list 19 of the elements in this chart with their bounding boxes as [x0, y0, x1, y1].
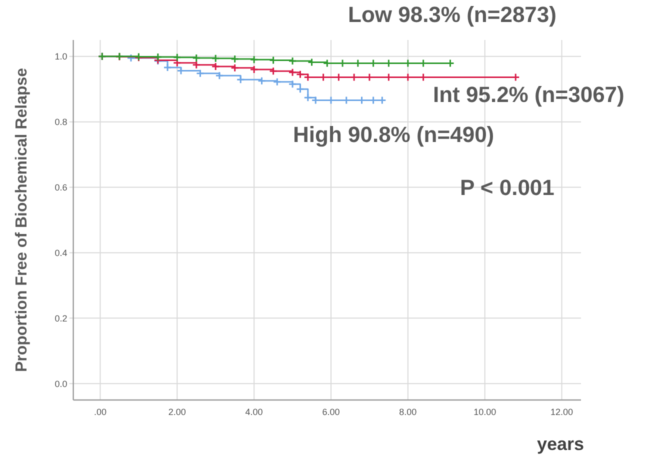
x-axis-title: years — [536, 434, 584, 454]
y-tick-label: 0.6 — [54, 182, 68, 192]
annotation: Int 95.2% (n=3067) — [433, 82, 624, 107]
y-tick-label: 1.0 — [54, 52, 68, 62]
y-tick-label: 0.4 — [54, 248, 68, 258]
annotation: P < 0.001 — [460, 175, 554, 200]
x-tick-label: 4.00 — [245, 407, 263, 417]
annotation: High 90.8% (n=490) — [293, 122, 494, 147]
y-tick-label: 0.2 — [54, 313, 68, 324]
y-tick-label: 0.0 — [54, 378, 68, 389]
x-tick-label: 8.00 — [399, 407, 417, 417]
x-tick-label: 10.00 — [474, 407, 496, 417]
y-axis-title: Proportion Free of Biochemical Relapse — [14, 68, 31, 372]
x-tick-label: 12.00 — [550, 407, 574, 417]
text: Low 98.3% (n=2873) — [348, 2, 556, 27]
y-tick-label: 0.8 — [54, 116, 68, 127]
x-tick-label: 2.00 — [168, 407, 186, 417]
x-tick-label: 6.00 — [322, 407, 340, 417]
x-tick-label: .00 — [94, 407, 106, 417]
